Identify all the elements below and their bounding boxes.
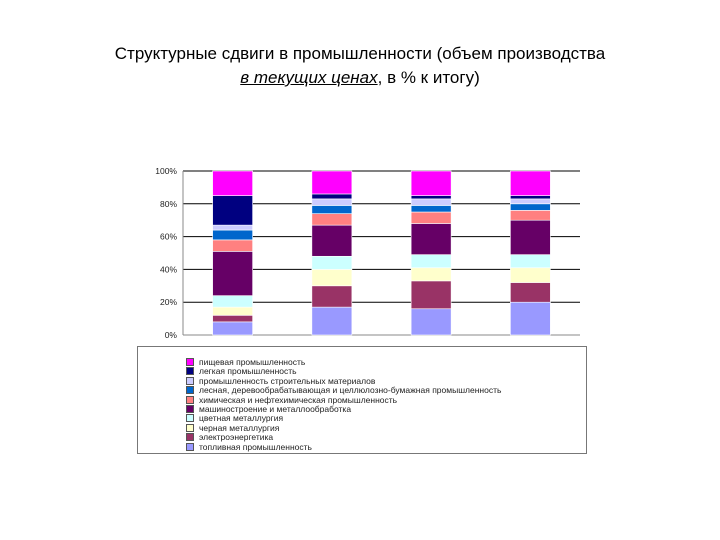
legend-swatch: [186, 367, 194, 376]
bar-segment: [212, 224, 253, 231]
y-tick-label: 0%: [165, 330, 178, 340]
bar-segment: [311, 306, 353, 336]
bar-segment: [212, 239, 253, 252]
bar-segment: [212, 295, 253, 308]
bar-segment: [212, 315, 253, 323]
legend-item: цветная металлургия: [186, 413, 283, 423]
legend-item: топливная промышленность: [186, 442, 312, 452]
bar-segment: [311, 285, 353, 308]
bar-segment: [410, 308, 452, 336]
y-tick-label: 100%: [155, 166, 177, 176]
legend-item: легкая промышленность: [186, 366, 297, 376]
legend-label: пищевая промышленность: [199, 357, 306, 367]
bar-segment: [510, 301, 551, 336]
legend-label: промышленность строительных материалов: [199, 375, 376, 386]
bar-segment: [311, 170, 353, 195]
bar-segment: [410, 280, 452, 310]
legend-item: лесная, деревообрабатывающая и целлюлозн…: [186, 385, 501, 395]
legend-label: легкая промышленность: [199, 366, 297, 377]
bar-segment: [510, 195, 551, 200]
bar-segment: [212, 229, 253, 241]
bar-segment: [510, 267, 551, 283]
title-line-1: Структурные сдвиги в промышленности (объ…: [114, 44, 606, 63]
bar-segment: [510, 210, 551, 221]
legend-swatch: [186, 386, 194, 395]
bar-segment: [311, 224, 353, 257]
bar-segment: [212, 306, 253, 316]
bar-segment: [311, 213, 353, 226]
bar-segment: [212, 195, 253, 226]
bar-segment: [311, 193, 353, 200]
bar-segment: [510, 198, 551, 205]
bar-segment: [410, 254, 452, 269]
bar-segment: [410, 198, 452, 206]
bar-segment: [212, 251, 253, 296]
legend-label: лесная, деревообрабатывающая и целлюлозн…: [199, 385, 502, 396]
legend-swatch: [186, 442, 194, 451]
y-tick-label: 40%: [160, 264, 177, 274]
bar-segment: [311, 198, 353, 206]
legend-label: машиностроение и металлообработка: [199, 404, 352, 414]
title-rest: , в % к итогу): [377, 68, 480, 87]
bar-segment: [410, 170, 452, 196]
bar-segment: [510, 219, 551, 255]
bar-segment: [311, 269, 353, 287]
legend-swatch: [186, 376, 194, 385]
legend-item: машиностроение и металлообработка: [186, 404, 351, 414]
legend-item: химическая и нефтехимическая промышленно…: [186, 395, 397, 405]
legend-swatch: [186, 405, 194, 413]
legend-label: цветная металлургия: [199, 413, 284, 424]
title-italic: в текущих ценах: [240, 68, 378, 87]
legend-swatch: [186, 395, 194, 404]
legend-item: черная металлургия: [186, 423, 279, 433]
bar-segment: [410, 267, 452, 282]
bar-segment: [410, 211, 452, 224]
bar-segment: [410, 205, 452, 213]
bar-segment: [510, 203, 551, 211]
bar-segment: [410, 195, 452, 200]
bar-segment: [510, 170, 551, 196]
bar-segment: [311, 255, 353, 270]
y-tick-label: 20%: [160, 297, 177, 307]
legend-item: электроэнергетика: [186, 432, 273, 442]
bar-segment: [311, 205, 353, 214]
bar-segment: [212, 170, 253, 196]
legend-swatch: [186, 358, 194, 366]
legend-item: пищевая промышленность: [186, 357, 305, 367]
title-line-2: в текущих ценах, в % к итогу): [20, 66, 700, 90]
legend-swatch: [186, 414, 194, 423]
legend-item: промышленность строительных материалов: [186, 376, 375, 386]
legend-label: топливная промышленность: [199, 441, 312, 452]
legend-swatch: [186, 423, 194, 432]
y-tick-label: 80%: [160, 199, 177, 209]
legend-label: электроэнергетика: [199, 432, 274, 443]
bar-segment: [510, 254, 551, 269]
bar-segment: [410, 223, 452, 255]
bar-segment: [212, 321, 253, 336]
legend-label: химическая и нефтехимическая промышленно…: [199, 394, 398, 405]
chart-legend: пищевая промышленность легкая промышленно…: [137, 346, 587, 454]
page-title: Структурные сдвиги в промышленности (объ…: [20, 42, 700, 90]
legend-swatch: [186, 433, 194, 442]
legend-label: черная металлургия: [199, 422, 280, 433]
bar-segment: [510, 282, 551, 303]
y-tick-label: 60%: [160, 232, 177, 242]
